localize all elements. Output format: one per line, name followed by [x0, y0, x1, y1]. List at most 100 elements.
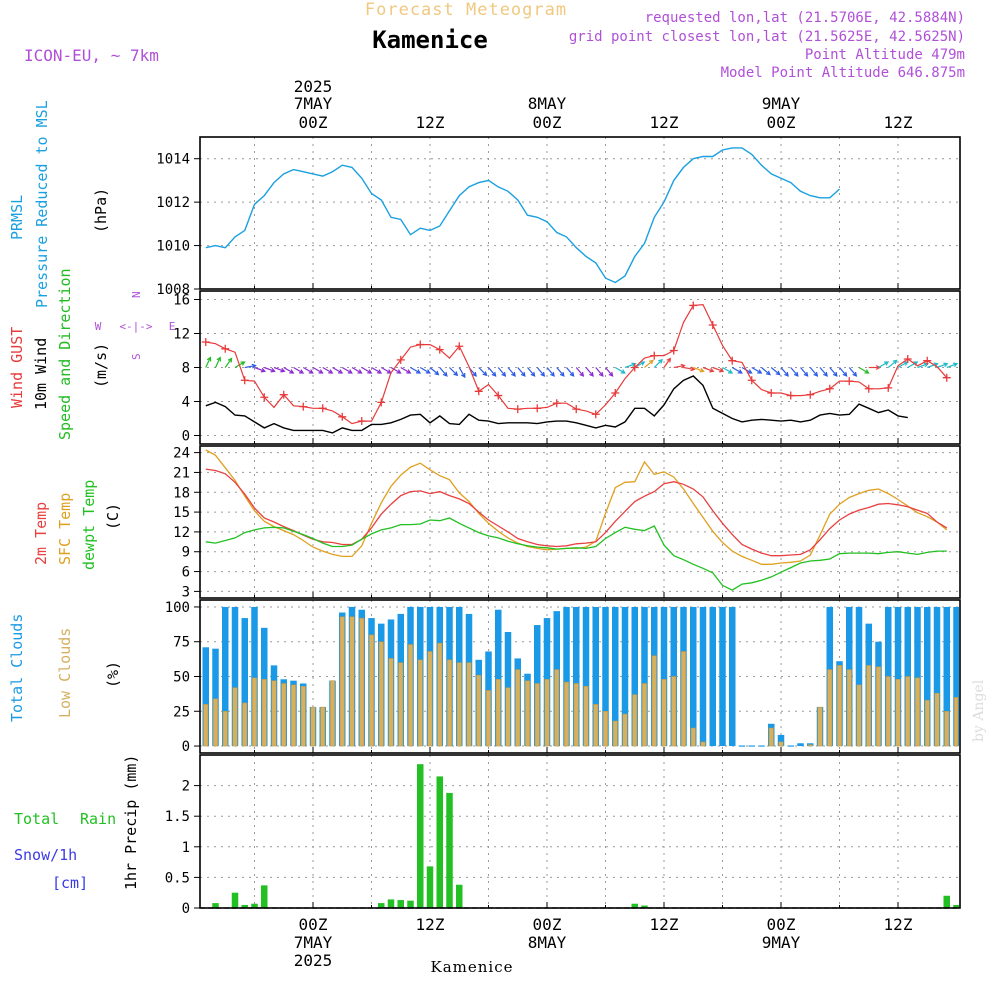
precip-ytick-label: 0 — [182, 901, 190, 917]
low-cloud-bar — [544, 679, 550, 747]
low-cloud-bar — [651, 655, 657, 747]
wind-arrow-head — [823, 371, 828, 377]
wind-arrow-head — [472, 371, 477, 377]
temp-ytick-label: 18 — [173, 485, 190, 501]
total-cloud-bar — [641, 606, 648, 747]
wind-arrow-shaft — [839, 367, 848, 377]
top-time-label: 00Z — [533, 113, 562, 132]
low-cloud-bar — [252, 677, 257, 747]
temp-ytick-label: 9 — [182, 545, 190, 561]
wind-arrow-head — [875, 365, 882, 370]
grid-point-coords: grid point closest lon,lat (21.5625E, 42… — [569, 29, 965, 45]
wind-arrow-head — [690, 366, 696, 372]
wind-arrow-head — [260, 367, 267, 373]
wind-arrow-shaft — [858, 366, 869, 374]
top-time-label: 9MAY — [762, 94, 801, 113]
wind-arrow — [254, 366, 267, 373]
wind-arrow-head — [347, 369, 353, 374]
watermark: by Angel — [971, 679, 987, 742]
precip-ytick-label: 0.5 — [165, 870, 190, 886]
temp-label-sfc: SFC Temp — [56, 493, 74, 565]
gust-marker — [884, 383, 893, 392]
gust-marker — [903, 355, 912, 363]
wind-arrow-head — [666, 357, 672, 363]
rain-bar — [953, 904, 959, 908]
gust-marker — [357, 417, 366, 426]
app-title: Forecast Meteogram — [365, 0, 567, 20]
wind-arrow-shaft — [371, 366, 382, 374]
temp-ytick-label: 15 — [173, 505, 190, 521]
low-cloud-bar — [271, 680, 277, 747]
wind-arrow-head — [648, 359, 654, 365]
wind-arrow-shaft — [624, 363, 636, 369]
wind-arrow-shaft — [663, 358, 671, 368]
wind-arrow — [478, 367, 488, 377]
wind-arrow-head — [308, 369, 314, 374]
pressure-ytick-label: 1012 — [156, 195, 190, 211]
gust-marker — [630, 363, 639, 372]
wind-arrow — [400, 366, 412, 374]
wind-arrow — [644, 359, 654, 368]
wind-arrow — [527, 367, 536, 377]
wind-arrow — [595, 367, 604, 377]
low-cloud-bar — [554, 669, 560, 747]
precip-label-total: Total — [14, 810, 59, 828]
low-cloud-bar — [203, 704, 209, 747]
wind-arrow-shaft — [312, 366, 323, 374]
low-cloud-bar — [905, 676, 911, 747]
low-cloud-bar — [564, 681, 569, 747]
pressure-ytick-label: 1010 — [156, 239, 190, 255]
low-cloud-bar — [603, 711, 608, 747]
wind-arrow-shaft — [887, 359, 898, 368]
precip-ytick-label: 1.5 — [165, 809, 190, 825]
low-cloud-bar — [359, 617, 365, 747]
precip-label-rain: Rain — [80, 810, 116, 828]
gust-marker — [825, 384, 834, 393]
compass-west: W — [95, 320, 102, 333]
wind-arrow-shaft — [478, 367, 487, 376]
wind-arrow — [780, 367, 789, 377]
bottom-time-label: 2025 — [294, 951, 333, 970]
wind-arrow-head — [453, 371, 459, 377]
rain-bar — [436, 776, 443, 908]
temp-ytick-label: 3 — [182, 584, 190, 600]
wind-arrow-shaft — [205, 357, 211, 368]
wind-arrow — [429, 367, 440, 376]
low-cloud-bar — [876, 666, 881, 747]
wind-arrow-shaft — [527, 367, 536, 377]
pressure-label-2: Pressure Reduced to MSL — [33, 100, 51, 308]
wind-arrow-head — [251, 363, 257, 369]
wind-arrow — [575, 367, 585, 377]
wind-arrow-head — [608, 371, 614, 377]
gust-marker — [513, 405, 522, 414]
wind-arrow-head — [757, 369, 763, 374]
temperature-panel: 3 6 9 12 15 18 21 24 2m Temp SFC Temp dewpt Tem… — [32, 445, 961, 600]
wind-arrow-shaft — [488, 367, 497, 377]
wind-arrow-head — [699, 367, 705, 373]
wind-arrow-head — [434, 370, 440, 376]
wind-arrow-head — [747, 369, 753, 374]
total-cloud-bar — [894, 606, 902, 747]
wind-arrow-head — [680, 363, 686, 369]
top-time-label: 2025 — [294, 77, 333, 96]
wind-arrow — [556, 367, 565, 377]
wind-panel: 0 4 8 12 16 Wind GUST 10m Wind Speed and Dir… — [8, 268, 961, 445]
low-cloud-bar — [495, 679, 501, 747]
wind-arrow-head — [765, 370, 771, 376]
2m-temp-line — [205, 468, 948, 557]
wind-arrow — [293, 366, 305, 374]
gust-marker — [786, 391, 795, 400]
wind-arrow-shaft — [341, 366, 353, 374]
wind-arrow — [809, 367, 819, 377]
wind-arrow-shaft — [429, 367, 439, 376]
wind-arrow-shaft — [927, 363, 938, 369]
total-cloud-bar — [573, 606, 580, 747]
wind-arrow-shaft — [683, 366, 695, 371]
wind-arrow-shaft — [770, 367, 781, 376]
rain-bar — [378, 903, 385, 908]
wind-arrow-shaft — [351, 366, 362, 374]
low-cloud-bar — [281, 683, 287, 747]
wind-arrow-head — [491, 371, 497, 377]
gust-marker — [728, 356, 737, 365]
wind-arrow — [605, 367, 614, 377]
